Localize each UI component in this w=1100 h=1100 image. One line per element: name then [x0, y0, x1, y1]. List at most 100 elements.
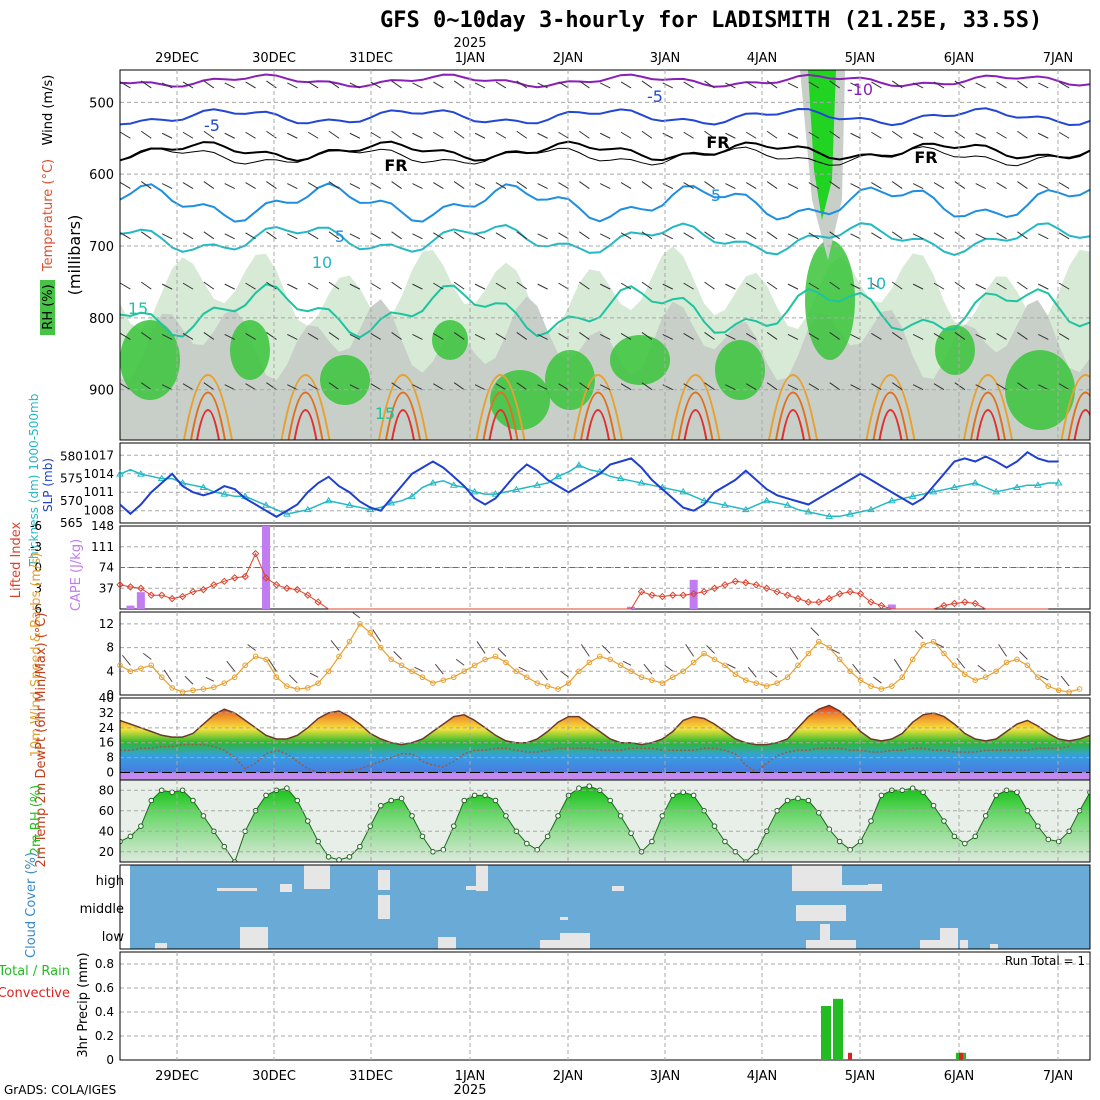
wind-barb	[685, 644, 695, 657]
rh-point	[982, 813, 989, 819]
thickness-point	[116, 470, 124, 477]
lifted-index-point	[304, 591, 312, 599]
upper-wind-barb	[120, 182, 131, 189]
upper-wind-barb	[599, 233, 611, 240]
thickness-point	[721, 501, 729, 508]
upper-wind-barb	[391, 382, 402, 391]
upper-wind-barb	[307, 383, 319, 391]
upper-wind-barb	[370, 383, 382, 391]
upper-wind-barb	[1058, 282, 1070, 290]
wind-barb	[518, 666, 527, 672]
rh-point	[492, 797, 499, 804]
temp-tick: 32	[99, 706, 114, 720]
warm-isotherm-loop	[1067, 391, 1090, 440]
upper-wind-barb	[266, 231, 277, 240]
wind-speed-point	[419, 674, 426, 681]
upper-wind-barb	[391, 80, 402, 89]
upper-wind-barb	[766, 181, 778, 189]
upper-wind-barb	[474, 183, 486, 189]
warm-isotherm-loop	[190, 391, 226, 440]
upper-wind-barb	[620, 131, 632, 139]
rh-point	[263, 792, 269, 799]
wind-speed-point	[471, 662, 478, 669]
precip-frame	[119, 951, 1091, 1061]
lifted-index-point	[168, 594, 176, 603]
upper-wind-barb	[245, 81, 256, 89]
date-label-bottom: 30DEC	[252, 1069, 296, 1084]
wind-speed-point	[878, 686, 885, 692]
thickness-point	[512, 485, 521, 493]
wind-speed-point	[816, 638, 822, 645]
upper-wind-barb	[474, 333, 486, 340]
upper-wind-barb	[662, 82, 674, 89]
upper-wind-barb	[224, 183, 235, 189]
upper-wind-barb	[766, 130, 778, 139]
wind-speed-point	[596, 653, 603, 660]
upper-wind-barb	[453, 181, 465, 189]
rh-tick: 80	[99, 783, 114, 797]
lifted-index-point	[147, 591, 155, 599]
wind-barb	[476, 641, 486, 654]
upper-wind-barb	[662, 384, 674, 391]
wind-speed-point	[544, 683, 551, 689]
upper-wind-barb	[453, 130, 465, 139]
upper-wind-barb	[495, 282, 507, 290]
upper-wind-barb	[996, 282, 1007, 290]
upper-wind-barb	[1038, 333, 1049, 340]
rh-point	[868, 818, 874, 824]
wind-speed-point	[377, 644, 384, 651]
thickness-point	[449, 481, 458, 488]
lifted-index-point	[137, 584, 145, 592]
lifted-index-point	[283, 584, 291, 592]
upper-wind-barb	[891, 332, 903, 340]
wind-barb	[142, 652, 152, 660]
upper-wind-barb	[516, 181, 528, 189]
upper-wind-barb	[1038, 82, 1049, 89]
lifted-index-point	[272, 581, 281, 589]
isotherm-freezing-b	[120, 146, 1090, 167]
rh-point	[315, 838, 321, 845]
thickness-point	[408, 492, 416, 499]
wind-speed-point	[523, 674, 530, 681]
upper-wind-barb	[433, 131, 444, 139]
rh-point	[784, 797, 791, 804]
upper-wind-barb	[954, 130, 966, 139]
upper-wind-barb	[328, 281, 340, 290]
wind-barb	[330, 640, 340, 651]
temp-area	[120, 705, 1090, 773]
thickness-tick: 575	[60, 472, 83, 486]
upper-wind-barb	[871, 232, 882, 240]
rh-point	[805, 797, 812, 804]
wind-speed-point	[659, 680, 666, 686]
wind-speed-point	[127, 668, 134, 675]
rh-point	[148, 797, 155, 804]
pressure-tick: 900	[89, 384, 114, 399]
upper-wind-barb	[829, 130, 840, 139]
thickness-point	[157, 474, 166, 482]
upper-wind-barb	[933, 131, 945, 139]
upper-wind-barb	[120, 383, 131, 391]
cloud-bg	[130, 865, 1090, 949]
thickness-point	[950, 483, 959, 490]
wind-speed-point	[409, 668, 415, 675]
wind-speed-point	[430, 680, 436, 686]
upper-wind-barb	[850, 384, 861, 391]
precip-legend-convective: Convective	[0, 986, 70, 1001]
warm-isotherm-loop	[865, 374, 916, 440]
upper-wind-barb	[662, 333, 674, 340]
thickness-tick: 570	[60, 494, 83, 508]
wind-barb	[560, 670, 569, 678]
contour-label: 5	[711, 186, 721, 205]
wind-barb	[184, 675, 194, 685]
upper-wind-barb	[412, 333, 423, 340]
upper-wind-barb	[203, 130, 215, 139]
upper-wind-barb	[141, 80, 152, 89]
lifted-index-point	[731, 577, 740, 586]
lifted-index-point	[971, 599, 979, 608]
upper-wind-barb	[745, 81, 757, 89]
upper-wind-barb	[245, 282, 256, 290]
date-label-top: 7JAN	[1043, 51, 1074, 66]
upper-wind-barb	[391, 231, 402, 240]
wind-speed-point	[450, 674, 457, 681]
lifted-index-point	[940, 601, 948, 610]
